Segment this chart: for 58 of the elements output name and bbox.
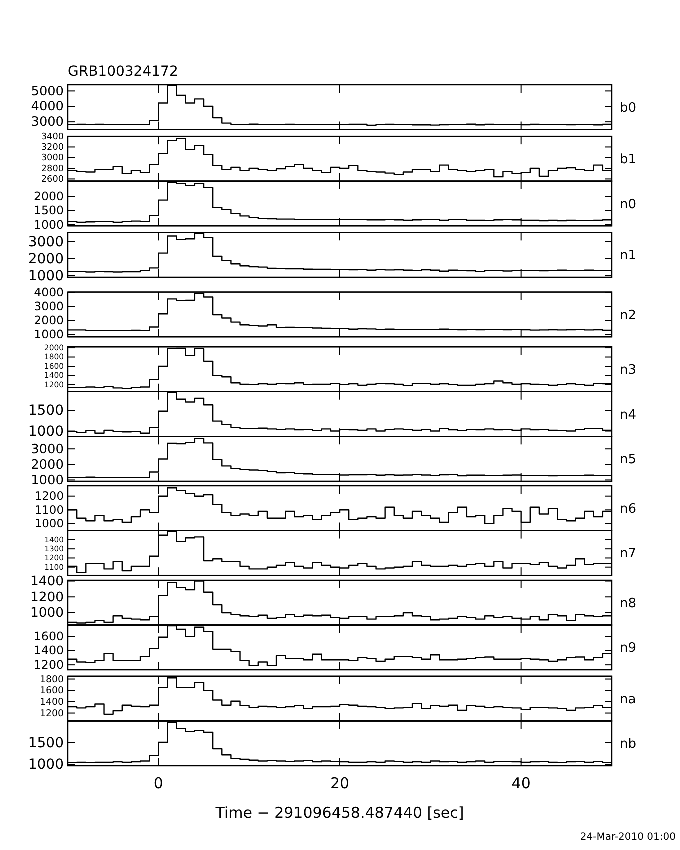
y-tick-label: 3000 <box>28 234 64 250</box>
legend-label: n8 <box>620 596 637 612</box>
legend-label: n4 <box>620 408 637 423</box>
x-tick-label: 0 <box>154 774 164 793</box>
y-tick-label: 3000 <box>34 300 64 314</box>
y-tick-label: 1000 <box>34 516 64 531</box>
x-tick-label: 40 <box>512 774 531 793</box>
y-tick-label: 1200 <box>34 489 64 504</box>
y-tick-label: 2600 <box>41 175 64 186</box>
y-tick-label: 1200 <box>40 708 64 720</box>
legend-label: b0 <box>620 100 637 116</box>
y-tick-label: 2000 <box>28 251 64 268</box>
legend-label: n0 <box>620 197 637 212</box>
x-axis-title: Time − 291096458.487440 [sec] <box>214 804 464 822</box>
legend-label: n2 <box>620 308 637 324</box>
legend-label: nb <box>620 737 636 752</box>
chart-title: GRB100324172 <box>68 64 178 80</box>
legend-label: na <box>620 692 636 708</box>
legend-label: n6 <box>620 502 637 517</box>
y-tick-label: 3000 <box>31 442 64 458</box>
y-tick-label: 5000 <box>31 84 64 100</box>
text: 24-Mar-2010 01:00 <box>580 832 676 843</box>
y-tick-label: 1200 <box>30 590 64 606</box>
y-tick-label: 4000 <box>31 100 64 115</box>
y-tick-label: 3200 <box>41 143 64 154</box>
y-tick-label: 1500 <box>34 204 64 218</box>
y-tick-label: 4000 <box>34 285 64 300</box>
y-tick-label: 1800 <box>40 674 64 686</box>
y-tick-label: 3000 <box>31 115 64 130</box>
y-tick-label: 2000 <box>31 458 64 473</box>
y-tick-label: 1500 <box>28 735 64 752</box>
y-tick-label: 1000 <box>28 268 64 284</box>
x-tick-label: 20 <box>330 774 350 793</box>
y-tick-label: 1000 <box>28 424 64 440</box>
y-tick-label: 3400 <box>41 132 64 142</box>
y-tick-label: 1000 <box>34 328 64 342</box>
legend-label: n1 <box>620 248 637 264</box>
y-tick-label: 3000 <box>41 154 64 164</box>
legend-label: n3 <box>620 363 637 378</box>
legend-label: b1 <box>620 152 637 168</box>
y-tick-label: 1400 <box>40 696 64 708</box>
legend-label: n9 <box>620 641 637 656</box>
y-tick-label: 1400 <box>34 644 64 658</box>
y-tick-label: 1200 <box>34 658 64 672</box>
y-tick-label: 1500 <box>28 403 64 420</box>
y-tick-label: 1400 <box>30 574 64 590</box>
y-tick-label: 1000 <box>31 473 64 488</box>
y-tick-label: 2000 <box>34 189 64 204</box>
y-tick-label: 2800 <box>41 164 64 174</box>
y-tick-label: 2000 <box>34 314 64 328</box>
y-tick-label: 1600 <box>40 686 64 697</box>
y-tick-label: 1000 <box>30 606 64 622</box>
y-tick-label: 1100 <box>34 502 64 517</box>
y-tick-label: 1000 <box>28 757 64 774</box>
legend-label: n5 <box>620 452 637 468</box>
legend-label: n7 <box>620 546 637 562</box>
y-tick-label: 1000 <box>34 218 64 232</box>
y-tick-label: 1600 <box>34 629 64 644</box>
